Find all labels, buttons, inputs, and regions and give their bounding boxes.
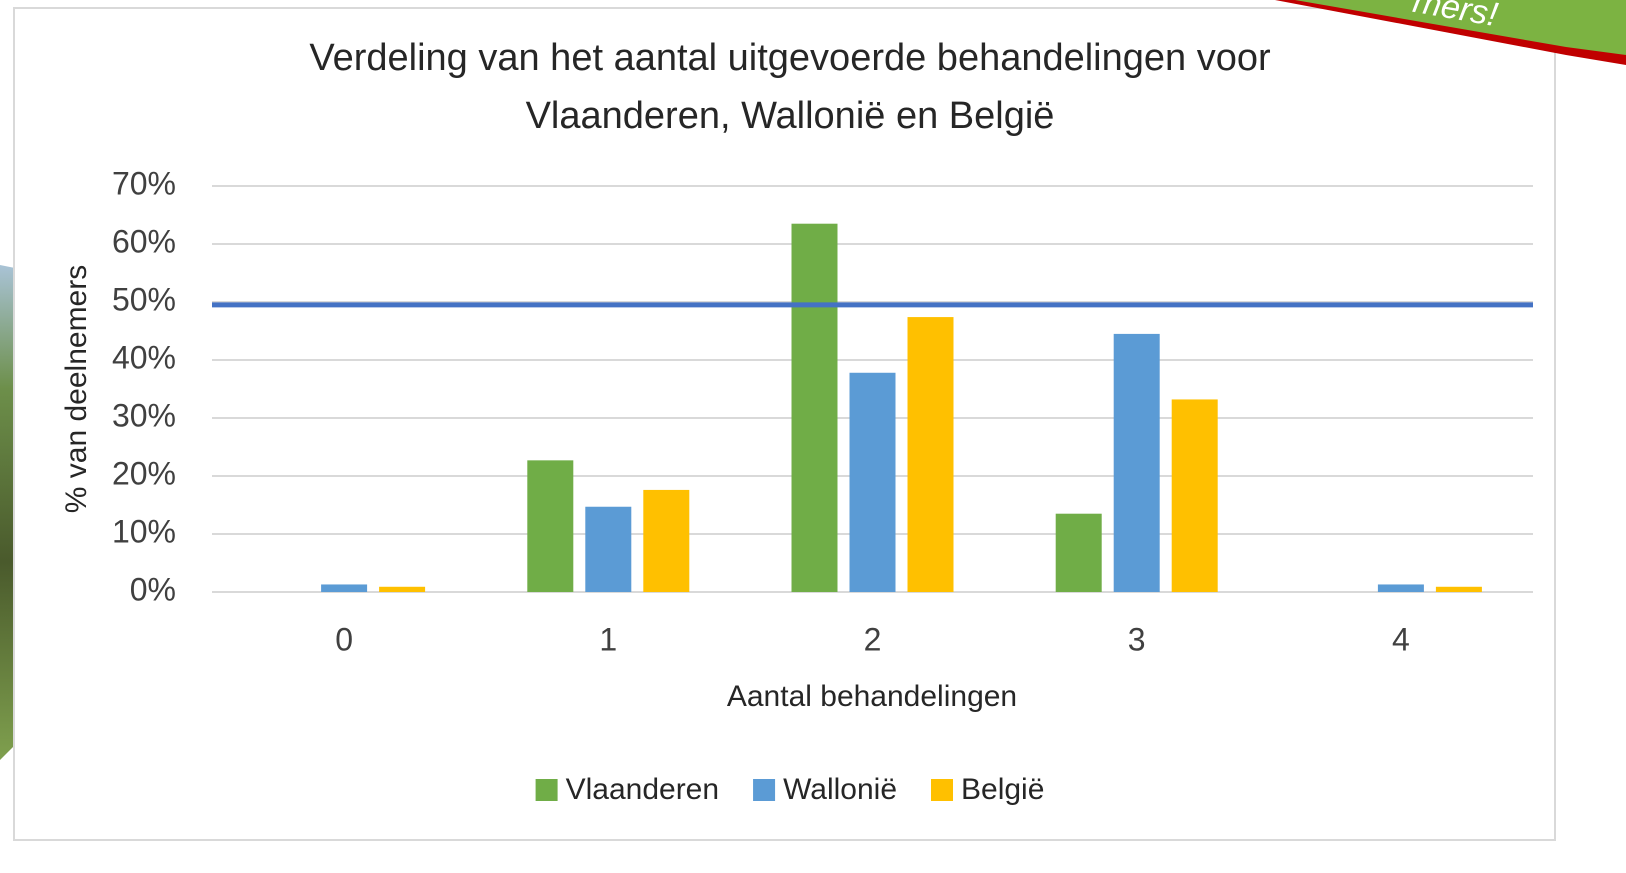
legend-label: Vlaanderen	[566, 773, 719, 806]
bar	[643, 489, 690, 592]
legend-swatch	[753, 779, 776, 801]
bar	[1113, 333, 1160, 592]
bar	[1055, 513, 1102, 592]
bar	[1377, 584, 1424, 592]
bar	[1171, 399, 1218, 592]
legend-swatch	[535, 779, 558, 801]
x-axis-label: Aantal behandelingen	[727, 680, 1017, 713]
x-tick-label: 2	[864, 621, 882, 657]
bar	[1435, 586, 1482, 592]
x-tick-label: 1	[599, 621, 617, 657]
x-tick-label: 4	[1392, 621, 1410, 657]
x-tick-label: 3	[1128, 621, 1146, 657]
y-tick-label: 60%	[112, 223, 176, 259]
bar	[585, 506, 632, 592]
chart-title: Verdeling van het aantal uitgevoerde beh…	[309, 37, 1271, 79]
bar	[849, 372, 896, 592]
chart-title: Vlaanderen, Wallonië en België	[526, 95, 1055, 137]
bar	[379, 586, 426, 592]
y-tick-label: 0%	[130, 571, 176, 607]
y-tick-label: 30%	[112, 397, 176, 433]
photo-fragment	[0, 265, 15, 760]
legend-label: België	[961, 773, 1044, 806]
bar	[321, 584, 368, 592]
chart-frame	[13, 7, 1556, 841]
x-tick-label: 0	[335, 621, 353, 657]
y-axis-label: % van deelnemers	[60, 265, 93, 513]
bar	[791, 223, 838, 592]
legend-label: Wallonië	[783, 773, 897, 806]
y-tick-label: 20%	[112, 455, 176, 491]
legend-swatch	[931, 779, 953, 801]
y-tick-label: 40%	[112, 339, 176, 375]
y-tick-label: 50%	[112, 281, 176, 317]
bar	[907, 317, 954, 592]
banner: mers!	[1275, 0, 1626, 65]
bar	[527, 460, 574, 592]
y-tick-label: 70%	[112, 165, 176, 201]
y-tick-label: 10%	[112, 513, 176, 549]
